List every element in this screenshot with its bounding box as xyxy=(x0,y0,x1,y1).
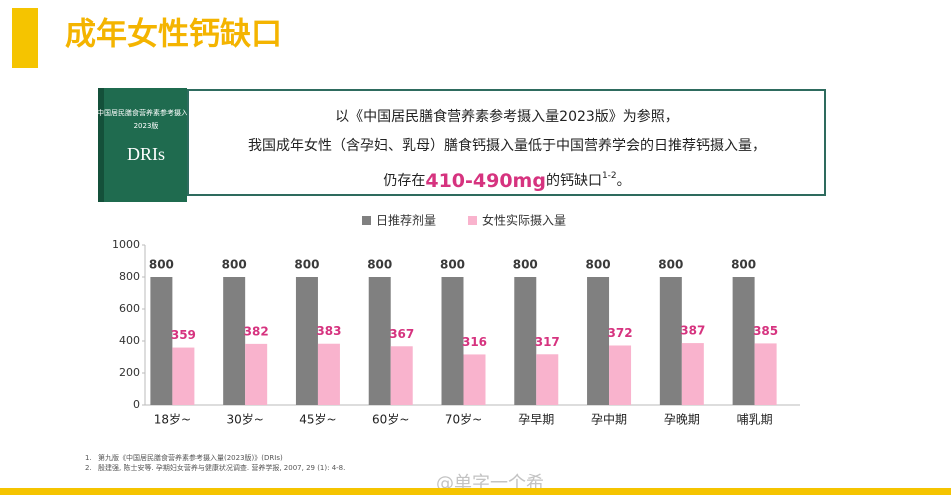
bar xyxy=(317,343,340,405)
book-cover xyxy=(98,88,187,202)
data-label: 800 xyxy=(367,258,392,272)
legend-swatch xyxy=(362,216,371,225)
y-tick-label: 1000 xyxy=(112,238,140,251)
title-accent xyxy=(12,8,38,68)
book-edition: 2023版 xyxy=(134,121,159,130)
legend-swatch xyxy=(468,216,477,225)
slide-title: 成年女性钙缺口 xyxy=(65,17,282,53)
x-tick-label: 孕中期 xyxy=(591,412,627,427)
bar xyxy=(754,343,777,405)
bar xyxy=(609,345,632,405)
chart: 0 200 400 600 800 1000 日推荐剂量 女性实际摄入量 18岁~ 800 359 3… xyxy=(112,213,800,427)
bar xyxy=(223,277,246,405)
callout-box xyxy=(187,89,826,196)
x-tick-label: 18岁~ xyxy=(154,412,191,427)
callout-sup: 1-2 xyxy=(602,171,617,181)
x-tick-label: 30岁~ xyxy=(227,412,264,427)
data-label: 800 xyxy=(294,258,319,272)
y-tick-label: 600 xyxy=(119,302,140,315)
x-tick-label: 哺乳期 xyxy=(737,413,773,427)
data-label: 372 xyxy=(608,326,633,340)
x-tick-label: 70岁~ xyxy=(445,412,482,427)
callout-line: 以《中国居民膳食营养素参考摄入量2023版》为参照， xyxy=(335,108,679,125)
bar xyxy=(681,343,704,405)
bar xyxy=(587,277,610,405)
data-label: 800 xyxy=(731,258,756,272)
bar xyxy=(463,354,486,405)
data-label: 800 xyxy=(658,258,683,272)
data-label: 382 xyxy=(244,324,269,338)
data-label: 800 xyxy=(586,258,611,272)
book-spine xyxy=(98,88,104,202)
data-label: 367 xyxy=(389,327,414,341)
bar xyxy=(536,354,559,405)
bar xyxy=(390,346,413,405)
y-tick-label: 800 xyxy=(119,270,140,283)
data-label: 317 xyxy=(535,335,560,349)
legend-label: 日推荐剂量 xyxy=(376,213,436,228)
legend-label: 女性实际摄入量 xyxy=(482,213,566,228)
book-acronym: DRIs xyxy=(127,144,165,164)
footnote: 殷建强, 陈士安等. 孕期妇女营养与健康状况调查. 营养学报, 2007, 29… xyxy=(98,463,345,472)
data-label: 800 xyxy=(149,258,174,272)
bar xyxy=(245,343,268,405)
bar xyxy=(172,347,195,405)
callout-line: 仍存在410-490mg的钙缺口1-2。 xyxy=(383,170,630,192)
data-label: 800 xyxy=(222,258,247,272)
callout-highlight: 410-490mg xyxy=(425,170,546,192)
footnote-num: 2. xyxy=(85,464,92,472)
callout-line: 我国成年女性（含孕妇、乳母）膳食钙摄入量低于中国营养学会的日推荐钙摄入量， xyxy=(248,137,766,154)
bottom-band xyxy=(0,488,951,495)
x-tick-label: 60岁~ xyxy=(372,412,409,427)
x-tick-label: 孕早期 xyxy=(518,413,554,427)
footnote-num: 1. xyxy=(85,454,92,462)
bar xyxy=(732,277,755,405)
book-title: 中国居民膳食营养素参考摄入量 xyxy=(97,108,195,117)
data-label: 359 xyxy=(171,328,196,342)
bar xyxy=(150,277,173,405)
callout-text: 。 xyxy=(617,173,631,189)
footnote: 第九版《中国居民膳食营养素参考摄入量(2023版)》(DRIs) xyxy=(98,453,283,462)
y-tick-label: 0 xyxy=(133,398,140,411)
callout-text: 的钙缺口 xyxy=(546,173,602,189)
data-label: 800 xyxy=(440,258,465,272)
data-label: 385 xyxy=(753,324,778,338)
bar xyxy=(659,277,682,405)
y-tick-label: 400 xyxy=(119,334,140,347)
callout-text: 仍存在 xyxy=(383,173,425,189)
x-tick-label: 孕晚期 xyxy=(664,413,700,427)
data-label: 387 xyxy=(680,324,705,338)
bar xyxy=(295,277,318,405)
data-label: 383 xyxy=(316,324,341,338)
bar xyxy=(368,277,391,405)
y-tick-label: 200 xyxy=(119,366,140,379)
bar xyxy=(441,277,464,405)
data-label: 316 xyxy=(462,335,487,349)
bar xyxy=(514,277,537,405)
x-tick-label: 45岁~ xyxy=(299,412,336,427)
data-label: 800 xyxy=(513,258,538,272)
